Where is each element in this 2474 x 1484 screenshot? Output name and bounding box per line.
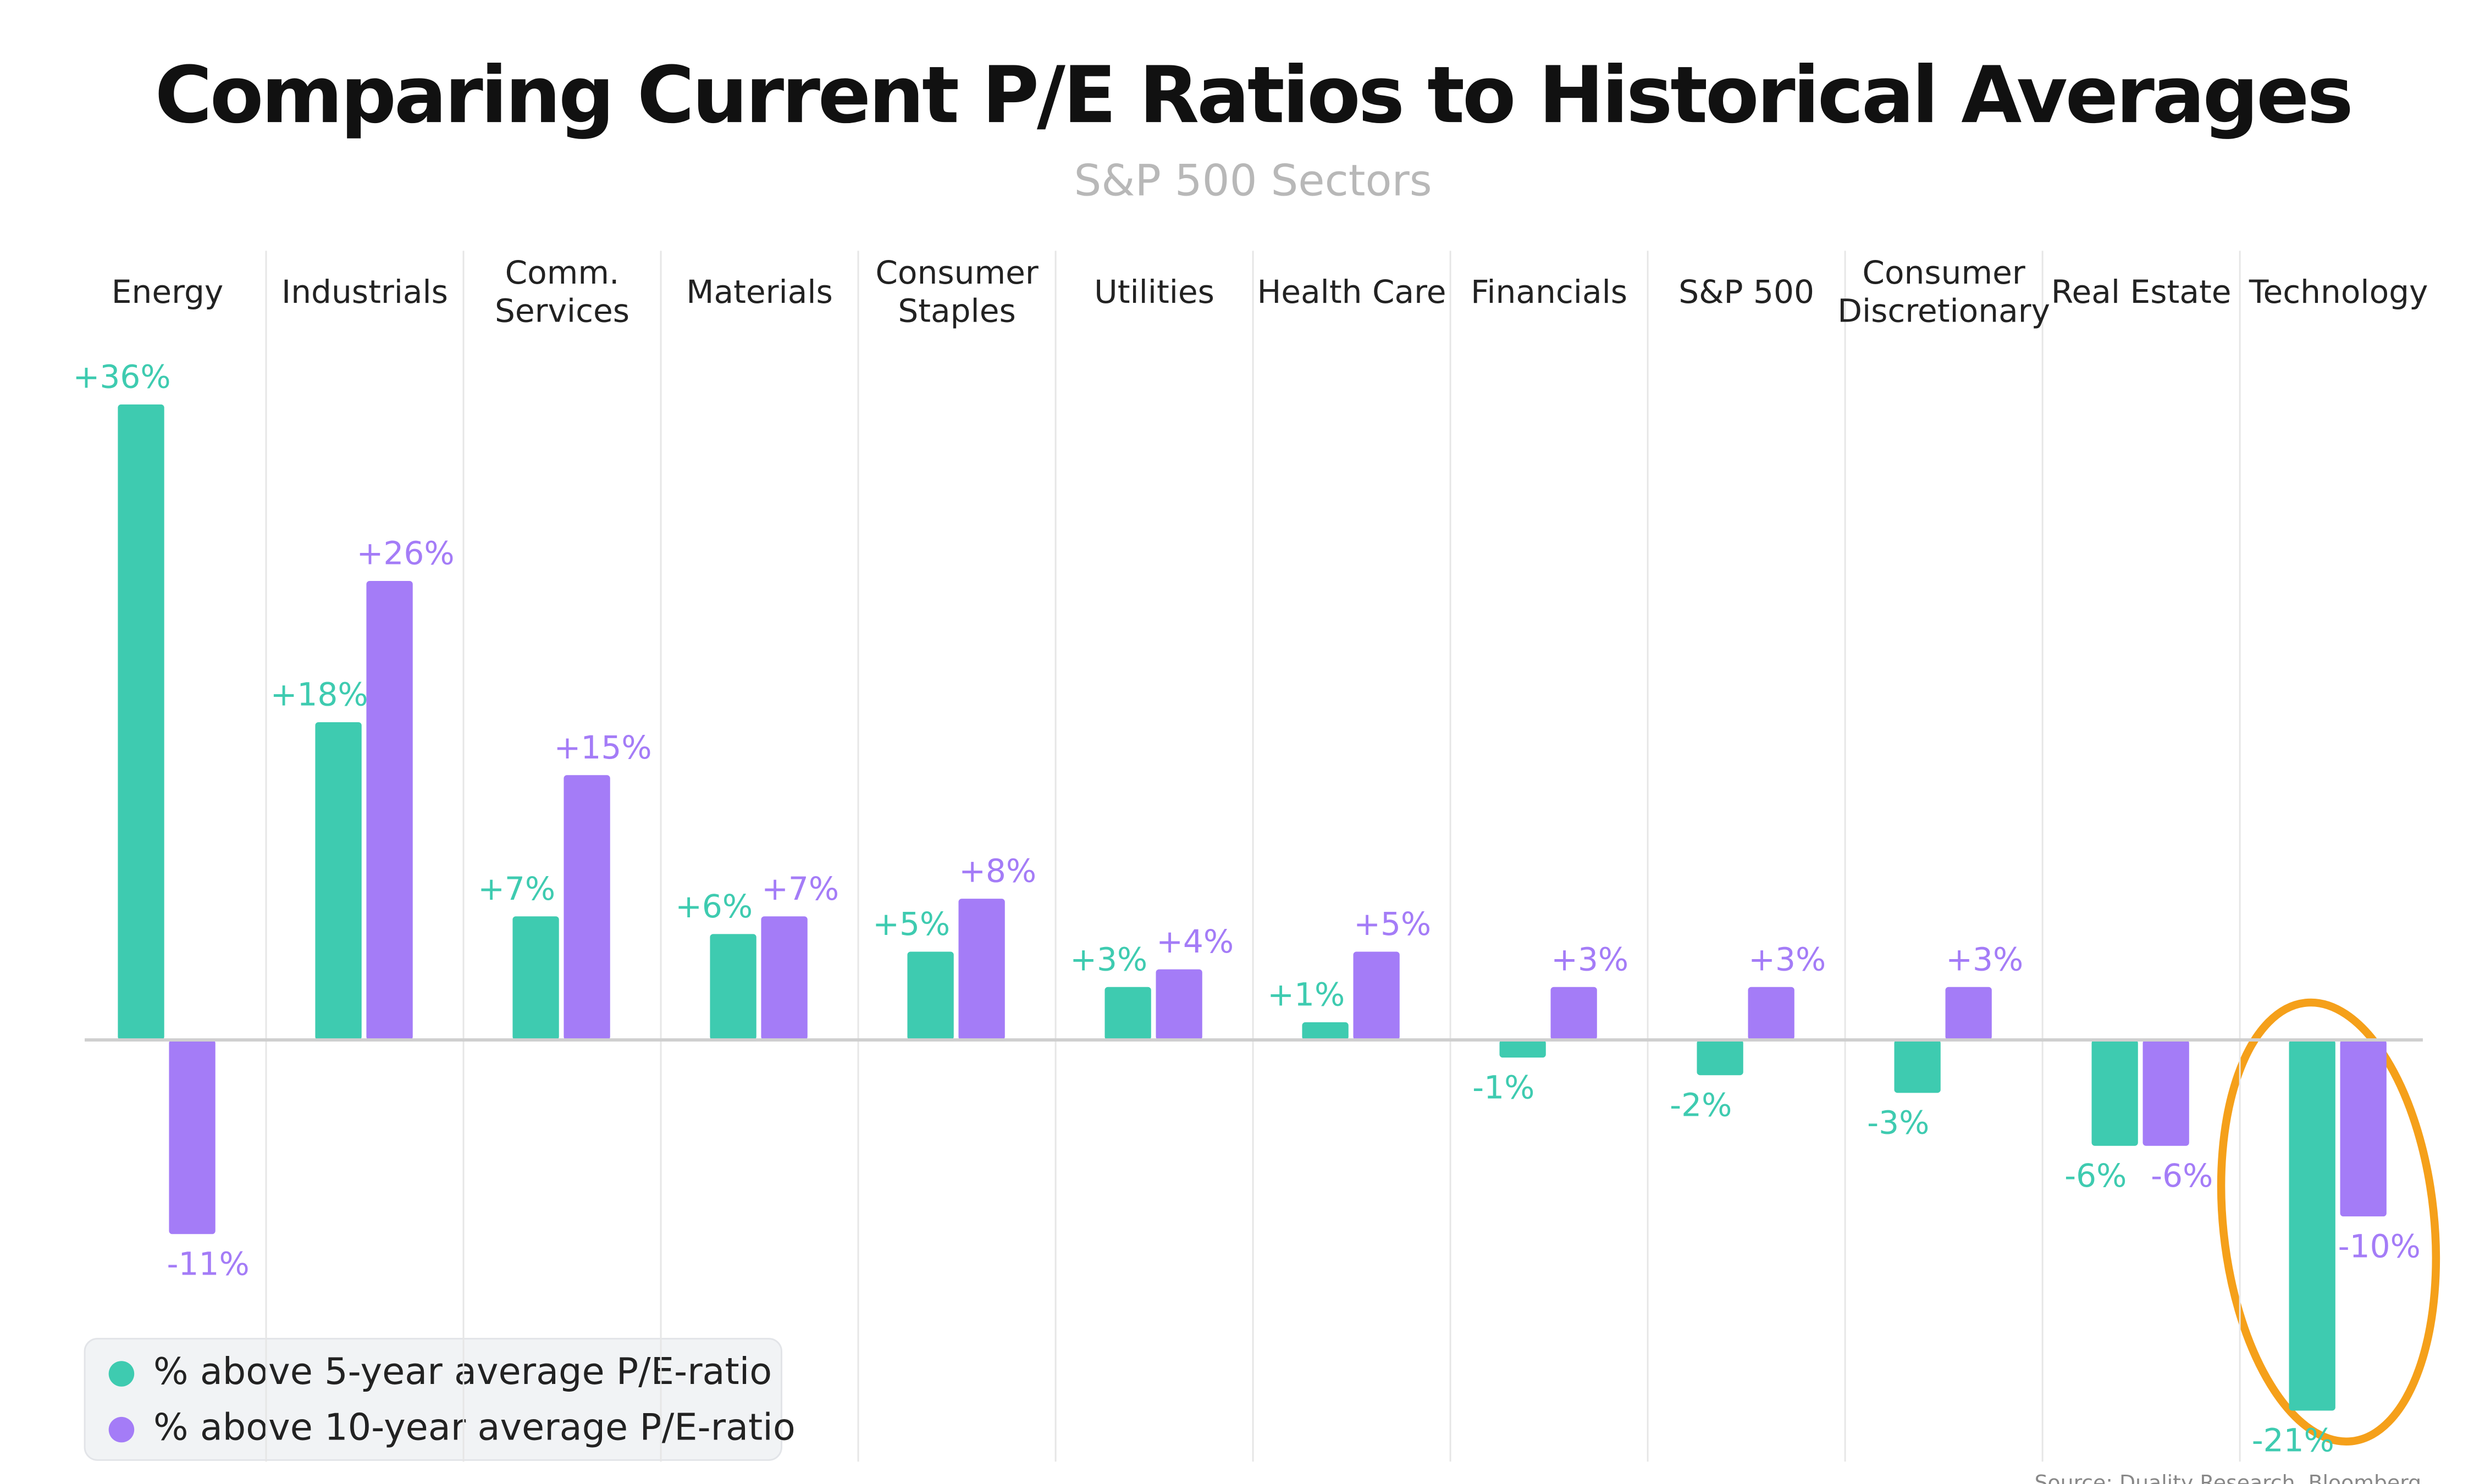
value-label: +5% — [872, 905, 950, 943]
value-label: -3% — [1867, 1104, 1929, 1142]
bar — [958, 899, 1005, 1040]
highlight-ellipse — [2217, 998, 2440, 1446]
value-label: -2% — [1670, 1087, 1732, 1124]
bar — [710, 934, 756, 1040]
x-tick-label: Consumer Staples — [875, 254, 1039, 330]
bar — [1353, 951, 1400, 1040]
chart-subtitle: S&P 500 Sectors — [1074, 156, 1432, 206]
legend-box — [84, 1338, 782, 1461]
bar — [512, 916, 559, 1040]
value-label: +1% — [1267, 976, 1345, 1014]
bar — [2142, 1040, 2189, 1146]
x-tick-label: Real Estate — [2051, 273, 2232, 311]
legend: % above 5-year average P/E-ratio% above … — [84, 1338, 796, 1461]
value-label: -1% — [1472, 1068, 1534, 1106]
bar — [1697, 1040, 1743, 1076]
value-label: +15% — [554, 729, 652, 766]
value-label: +8% — [959, 852, 1036, 890]
legend-marker — [108, 1416, 135, 1443]
bar — [366, 581, 413, 1040]
bar — [1550, 987, 1597, 1040]
value-label: +5% — [1354, 905, 1431, 943]
value-label: +4% — [1156, 923, 1234, 960]
bar — [907, 951, 954, 1040]
x-tick-label: Consumer Discretionary — [1837, 254, 2050, 330]
value-label: +3% — [1070, 940, 1147, 978]
x-tick-label: Industrials — [281, 273, 448, 311]
x-tick-label: Comm. Services — [495, 254, 629, 330]
bar — [564, 775, 610, 1040]
legend-marker — [108, 1361, 135, 1387]
bar — [169, 1040, 216, 1234]
x-tick-label: Materials — [686, 273, 832, 311]
bar — [118, 404, 164, 1040]
bar — [761, 916, 808, 1040]
value-label: +36% — [73, 358, 171, 395]
bar — [1894, 1040, 1941, 1093]
bar — [2091, 1040, 2138, 1146]
bar — [1302, 1022, 1349, 1040]
x-tick-label: Health Care — [1257, 273, 1446, 311]
value-label: +18% — [270, 676, 368, 713]
x-tick-label: Energy — [112, 273, 224, 311]
value-label: -11% — [167, 1245, 250, 1283]
source: Source: Duality Research, Bloomberg — [2035, 1471, 2421, 1484]
bar — [1156, 969, 1202, 1040]
value-label: +7% — [478, 870, 555, 907]
bar — [315, 722, 362, 1040]
value-label: -21% — [2252, 1422, 2334, 1459]
value-label: -10% — [2338, 1227, 2421, 1265]
value-label: +3% — [1748, 940, 1826, 978]
value-label: +6% — [675, 888, 753, 925]
bar — [1748, 987, 1794, 1040]
value-label: +7% — [761, 870, 839, 907]
bar — [1499, 1040, 1546, 1058]
bar — [1105, 987, 1151, 1040]
x-tick-label: Utilities — [1094, 273, 1214, 311]
chart-title: Comparing Current P/E Ratios to Historic… — [155, 49, 2351, 141]
x-tick-label: Financials — [1471, 273, 1627, 311]
value-label: -6% — [2151, 1157, 2213, 1194]
value-label: -6% — [2064, 1157, 2127, 1194]
legend-label: % above 10-year average P/E-ratio — [153, 1406, 796, 1449]
value-label: +3% — [1551, 940, 1628, 978]
value-label: +26% — [357, 535, 455, 572]
bar — [1945, 987, 1992, 1040]
x-tick-label: S&P 500 — [1678, 273, 1814, 311]
x-tick-label: Technology — [2249, 273, 2428, 311]
value-label: +3% — [1946, 940, 2023, 978]
bar — [2340, 1040, 2387, 1217]
bar — [2289, 1040, 2335, 1411]
